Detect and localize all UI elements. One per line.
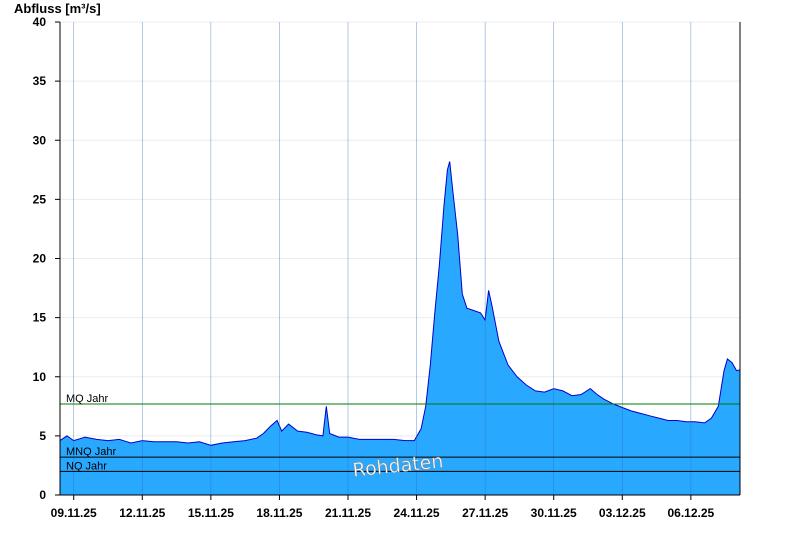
y-tick-label: 30 [33, 133, 47, 147]
y-axis-label: Abfluss [m³/s] [14, 1, 101, 16]
y-tick-label: 0 [39, 488, 46, 502]
area-layer [59, 22, 741, 495]
x-tick-label: 27.11.25 [462, 506, 508, 520]
x-tick-label: 06.12.25 [667, 506, 714, 520]
x-tick-label: 30.11.25 [531, 506, 577, 520]
x-tick-label: 15.11.25 [188, 506, 234, 520]
x-tick-label: 09.11.25 [51, 506, 97, 520]
x-tick-label: 24.11.25 [394, 506, 440, 520]
ref-label-nq-jahr: NQ Jahr [66, 460, 107, 472]
ref-label-mnq-jahr: MNQ Jahr [66, 446, 116, 458]
y-tick-label: 5 [39, 429, 46, 443]
x-tick-labels: 09.11.25 12.11.25 15.11.25 18.11.25 21.11.25… [51, 495, 715, 520]
y-tick-label: 10 [33, 370, 47, 384]
grid [60, 21, 740, 437]
y-tick-label: 40 [33, 15, 47, 29]
x-tick-label: 21.11.25 [325, 506, 371, 520]
discharge-area [60, 161, 740, 495]
x-tick-label: 03.12.25 [599, 506, 646, 520]
y-tick-label: 20 [33, 252, 47, 266]
x-tick-label: 12.11.25 [119, 506, 165, 520]
discharge-line [59, 161, 741, 446]
x-tick-label: 18.11.25 [256, 506, 302, 520]
y-tick-label: 35 [33, 74, 47, 88]
reference-lines: MQ Jahr MNQ Jahr NQ Jahr [60, 393, 740, 472]
y-tick-labels: 0 5 10 15 20 25 30 35 40 [33, 15, 60, 502]
y-tick-label: 15 [33, 311, 47, 325]
y-tick-label: 25 [33, 192, 47, 206]
ref-label-mq-jahr: MQ Jahr [66, 393, 109, 405]
